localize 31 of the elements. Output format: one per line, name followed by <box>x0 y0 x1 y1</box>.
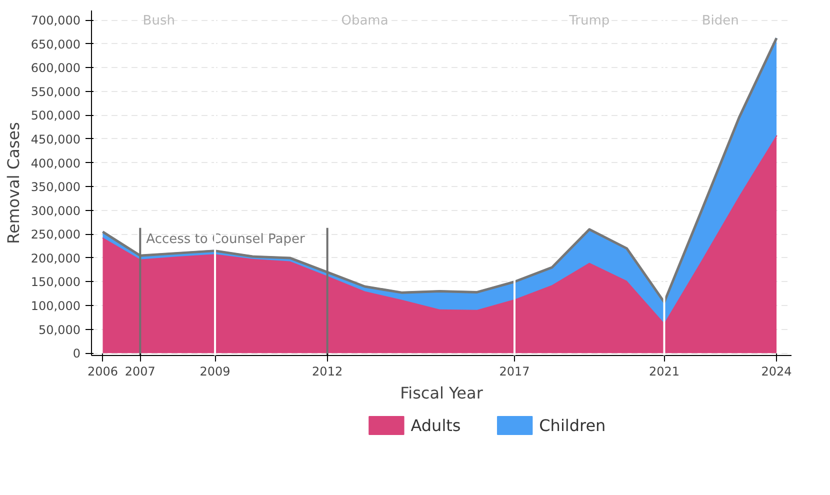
legend-label: Adults <box>410 416 461 435</box>
y-tick-label: 150,000 <box>30 275 80 290</box>
y-tick-label: 250,000 <box>30 228 80 242</box>
x-tick-label: 2017 <box>499 364 530 378</box>
x-tick-label: 2006 <box>87 364 118 378</box>
y-axis-title: Removal Cases <box>4 122 23 244</box>
annotation: Trump <box>568 14 610 28</box>
legend-label: Children <box>539 416 606 435</box>
ref-line-label: Access to Counsel Paper <box>146 232 306 247</box>
annotation: Obama <box>341 14 388 28</box>
y-tick-label: 550,000 <box>30 84 80 99</box>
x-tick-label: 2012 <box>312 364 343 378</box>
y-tick-label: 600,000 <box>30 61 80 76</box>
y-tick-label: 200,000 <box>30 251 80 266</box>
x-axis-title: Fiscal Year <box>400 384 484 402</box>
y-tick-label: 100,000 <box>30 299 80 314</box>
y-tick-label: 50,000 <box>38 322 81 337</box>
annotation: Bush <box>142 14 175 28</box>
y-tick-label: 300,000 <box>30 204 80 218</box>
y-tick-label: 350,000 <box>30 180 80 194</box>
y-tick-label: 700,000 <box>30 14 80 28</box>
y-tick-label: 400,000 <box>30 156 80 170</box>
y-tick-label: 0 <box>72 346 81 361</box>
y-tick-label: 500,000 <box>30 108 80 123</box>
x-tick-label: 2021 <box>648 364 680 378</box>
y-tick-label: 650,000 <box>30 37 80 52</box>
y-tick-label: 450,000 <box>30 132 80 146</box>
x-tick-label: 2007 <box>124 364 156 378</box>
annotation: Biden <box>702 14 739 28</box>
x-tick-label: 2024 <box>761 364 792 378</box>
x-tick-label: 2009 <box>200 364 230 378</box>
